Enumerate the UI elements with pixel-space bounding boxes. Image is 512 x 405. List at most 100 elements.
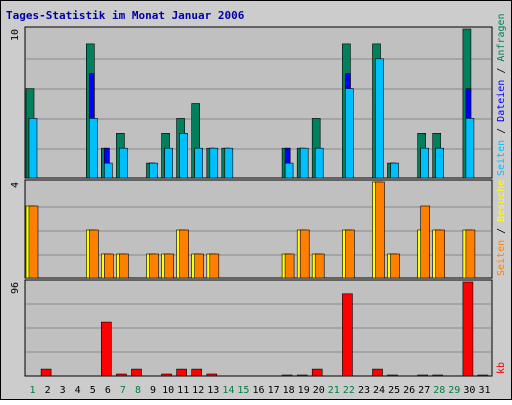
panel-visits: 4 <box>10 179 493 279</box>
x-tick-label-day-28: 28 <box>433 385 445 396</box>
bar-kb-kb-day-6 <box>101 321 112 377</box>
bar-kb-kb-day-30 <box>462 281 474 377</box>
bar-requests-seiten-day-25 <box>390 162 399 179</box>
bar-kb-kb-day-24 <box>372 368 383 377</box>
bar-kb-kb-day-20 <box>311 368 323 377</box>
bar-kb-kb-day-12 <box>191 368 202 377</box>
bar-requests-seiten-day-19 <box>299 147 309 179</box>
panel-kb-ymax-label: 96 <box>10 282 21 294</box>
bar-visits-seiten-day-9 <box>149 253 159 279</box>
bar-visits-seiten-day-5 <box>89 229 99 279</box>
right-legend-top-part: Seiten <box>496 140 507 176</box>
x-tick-label-day-11: 11 <box>177 385 189 396</box>
bar-kb-kb-day-8 <box>131 368 142 377</box>
bar-requests-seiten-day-27 <box>420 147 430 179</box>
bar-visits-seiten-day-22 <box>345 229 355 279</box>
bar-kb-kb-day-2 <box>40 368 52 377</box>
x-tick-label-day-13: 13 <box>207 385 219 396</box>
bar-visits-seiten-day-6 <box>104 253 114 279</box>
bar-requests-seiten-day-1 <box>28 118 38 179</box>
bar-requests-seiten-day-10 <box>164 147 173 179</box>
bar-requests-seiten-day-28 <box>435 147 445 179</box>
x-tick-label-day-15: 15 <box>237 385 249 396</box>
right-legend-middle-part: Seiten <box>496 240 507 276</box>
x-tick-label-day-29: 29 <box>448 385 460 396</box>
bar-kb-kb-day-22 <box>342 293 353 377</box>
bar-requests-seiten-day-24 <box>375 58 384 179</box>
chart-panels: 10 4 96 <box>10 26 493 377</box>
x-tick-label-day-18: 18 <box>283 385 295 396</box>
x-tick-label-day-23: 23 <box>358 385 370 396</box>
x-tick-label-day-30: 30 <box>463 385 475 396</box>
bar-visits-seiten-day-10 <box>164 253 174 279</box>
panel-visits-ymax-label: 4 <box>10 182 21 188</box>
bar-visits-seiten-day-13 <box>209 253 220 279</box>
right-legend-top-part: / <box>496 62 507 80</box>
x-tick-label-day-26: 26 <box>403 385 415 396</box>
bar-visits-seiten-day-25 <box>390 253 400 279</box>
bar-visits-seiten-day-12 <box>194 253 204 279</box>
bar-requests-seiten-day-18 <box>284 162 294 179</box>
x-tick-label-day-21: 21 <box>328 385 340 396</box>
bar-kb-kb-day-13 <box>206 373 218 377</box>
bar-requests-seiten-day-22 <box>345 88 354 179</box>
bar-requests-seiten-day-9 <box>149 162 158 179</box>
right-legend-top: Seiten / Dateien / Anfragen <box>496 13 507 176</box>
x-tick-label-day-12: 12 <box>192 385 204 396</box>
x-tick-label-day-8: 8 <box>135 385 141 396</box>
panel-requests-ymax-label: 10 <box>10 29 21 41</box>
right-legend-middle-part: Besuche <box>496 180 507 222</box>
bar-kb-kb-day-28 <box>432 374 444 377</box>
bar-requests-seiten-day-13 <box>209 147 219 179</box>
panel-kb: 96 <box>10 279 493 377</box>
x-tick-label-day-3: 3 <box>60 385 66 396</box>
bar-visits-seiten-day-24 <box>375 181 385 279</box>
x-tick-label-day-5: 5 <box>90 385 96 396</box>
x-tick-label-day-17: 17 <box>268 385 280 396</box>
right-legend-middle-part: / <box>496 222 507 240</box>
panel-requests: 10 <box>10 26 493 179</box>
bar-requests-seiten-day-12 <box>194 147 203 179</box>
right-legend-bottom: kb <box>496 362 507 374</box>
x-tick-label-day-16: 16 <box>252 385 264 396</box>
bar-visits-seiten-day-30 <box>465 229 476 279</box>
bar-kb-kb-day-7 <box>116 373 127 377</box>
bar-visits-seiten-day-18 <box>284 253 295 279</box>
bar-kb-kb-day-18 <box>281 374 293 377</box>
bar-requests-seiten-day-5 <box>89 118 98 179</box>
x-tick-label-day-1: 1 <box>29 385 35 396</box>
bar-visits-seiten-day-11 <box>179 229 189 279</box>
right-legend-top-part: / <box>496 122 507 140</box>
x-tick-label-day-2: 2 <box>45 385 51 396</box>
bar-kb-kb-day-11 <box>176 368 187 377</box>
bar-requests-seiten-day-6 <box>104 162 113 179</box>
bar-requests-seiten-day-30 <box>465 118 475 179</box>
chart-title: Tages-Statistik im Monat Januar 2006 <box>6 9 245 22</box>
right-legend-top-part: Anfragen <box>496 13 507 61</box>
bar-kb-kb-day-31 <box>477 374 489 377</box>
bar-kb-kb-day-19 <box>296 374 308 377</box>
x-tick-label-day-14: 14 <box>222 385 234 396</box>
bar-visits-seiten-day-1 <box>28 205 39 279</box>
bar-requests-seiten-day-11 <box>179 133 188 179</box>
bar-visits-seiten-day-20 <box>314 253 325 279</box>
x-tick-label-day-25: 25 <box>388 385 400 396</box>
right-legend-top-part: Dateien <box>496 80 507 122</box>
right-legend-middle: Seiten / Besuche <box>496 180 507 276</box>
x-tick-label-day-19: 19 <box>298 385 310 396</box>
x-tick-label-day-9: 9 <box>150 385 156 396</box>
x-tick-label-day-22: 22 <box>343 385 355 396</box>
bar-visits-seiten-day-7 <box>119 253 129 279</box>
bar-visits-seiten-day-28 <box>435 229 446 279</box>
right-legend-bottom-part: kb <box>496 362 507 374</box>
bar-requests-seiten-day-14 <box>224 147 234 179</box>
x-tick-label-day-20: 20 <box>313 385 325 396</box>
bar-requests-seiten-day-7 <box>119 147 128 179</box>
bar-visits-seiten-day-27 <box>420 205 431 279</box>
x-tick-label-day-24: 24 <box>373 385 385 396</box>
x-tick-label-day-7: 7 <box>120 385 126 396</box>
bar-visits-seiten-day-19 <box>299 229 310 279</box>
